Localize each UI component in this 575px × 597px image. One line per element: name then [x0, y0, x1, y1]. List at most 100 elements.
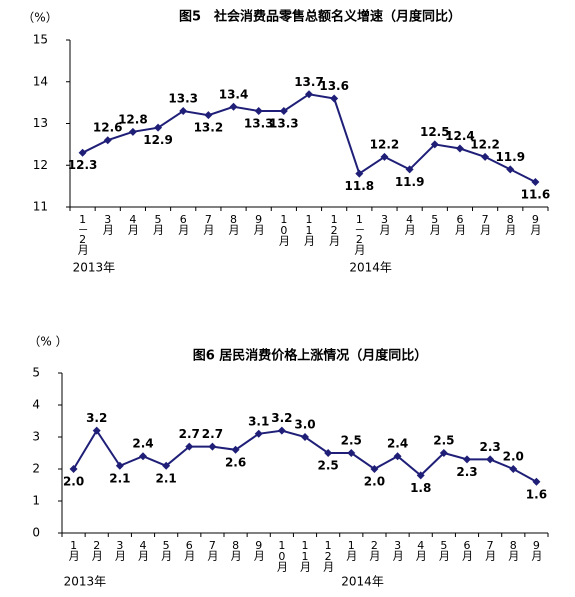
marker: [347, 449, 356, 457]
value-label: 3.1: [248, 414, 269, 428]
value-label: 12.3: [68, 158, 98, 172]
y-tick-label: 12: [33, 158, 48, 172]
x-tick-label: 3月: [113, 539, 126, 561]
x-tick-label: 12月: [322, 539, 335, 572]
marker: [185, 442, 194, 451]
x-tick-label: 5月: [437, 539, 450, 561]
marker: [330, 94, 339, 103]
value-label: 2.1: [156, 471, 177, 485]
value-label: 3.2: [271, 411, 292, 425]
x-tick-label: 7月: [206, 539, 219, 561]
value-label: 12.6: [93, 121, 123, 135]
value-label: 2.0: [364, 475, 385, 489]
marker: [103, 136, 112, 145]
value-label: 2.0: [503, 450, 524, 464]
marker: [439, 449, 448, 457]
y-tick-label: 15: [33, 33, 48, 47]
marker: [208, 442, 217, 451]
x-tick-label: 9月: [252, 539, 265, 561]
value-label: 1.6: [526, 487, 547, 501]
value-label: 2.5: [433, 434, 454, 448]
x-tick-label: 11月: [303, 213, 316, 246]
marker: [254, 106, 263, 115]
y-tick-label: 14: [33, 74, 48, 88]
x-tick-label: 1－2月: [353, 213, 366, 255]
x-tick-label: 9月: [252, 213, 265, 235]
x-tick-label: 4月: [126, 213, 139, 235]
x-tick-label: 1月: [67, 539, 80, 561]
marker: [229, 102, 238, 111]
value-label: 13.6: [319, 79, 349, 93]
value-label: 13.3: [168, 91, 198, 105]
year-label: 2014年: [349, 261, 392, 275]
value-label: 13.7: [294, 75, 324, 89]
value-label: 2.6: [225, 455, 246, 469]
marker: [154, 123, 163, 132]
x-tick-label: 7月: [479, 213, 492, 235]
value-label: 13.3: [244, 116, 274, 130]
x-tick-label: 3月: [378, 213, 391, 235]
x-tick-label: 9月: [530, 539, 543, 561]
marker: [324, 449, 333, 457]
x-tick-label: 3月: [391, 539, 404, 561]
x-tick-label: 2月: [368, 539, 381, 561]
marker: [355, 169, 364, 178]
marker: [179, 106, 188, 115]
y-tick-label: 0: [32, 526, 40, 540]
marker: [69, 465, 78, 473]
marker: [92, 426, 101, 435]
value-label: 2.4: [132, 437, 153, 451]
x-tick-label: 8月: [507, 539, 520, 561]
marker: [405, 165, 414, 174]
x-tick-label: 8月: [227, 213, 240, 235]
x-tick-label: 7月: [484, 539, 497, 561]
value-label: 11.8: [345, 179, 375, 193]
value-label: 2.3: [456, 465, 477, 479]
marker: [509, 465, 518, 473]
marker: [531, 177, 540, 186]
marker: [532, 477, 541, 486]
marker: [128, 127, 137, 136]
y-tick-label: 11: [33, 200, 48, 214]
marker: [162, 461, 171, 470]
value-label: 13.4: [219, 87, 249, 101]
value-label: 2.5: [341, 434, 362, 448]
marker: [455, 144, 464, 153]
value-label: 3.0: [294, 418, 315, 432]
y-unit: （% ）: [28, 335, 67, 349]
marker: [277, 426, 286, 435]
value-label: 11.9: [395, 175, 425, 189]
value-label: 12.2: [470, 137, 500, 151]
x-tick-label: 11月: [299, 539, 312, 572]
marker: [380, 152, 389, 161]
x-tick-label: 6月: [453, 213, 466, 235]
value-label: 2.7: [179, 427, 200, 441]
x-tick-label: 1月: [345, 539, 358, 561]
marker: [115, 461, 124, 470]
y-tick-label: 4: [32, 398, 40, 412]
value-label: 2.7: [202, 427, 223, 441]
marker: [430, 140, 439, 149]
value-label: 2.4: [387, 437, 408, 451]
value-label: 12.5: [420, 125, 450, 139]
value-label: 13.2: [194, 121, 224, 135]
x-tick-label: 5月: [428, 213, 441, 235]
marker: [78, 148, 87, 157]
chart-title: 图6 居民消费价格上涨情况（月度同比）: [193, 348, 428, 364]
x-tick-label: 6月: [177, 213, 190, 235]
x-tick-label: 6月: [183, 539, 196, 561]
x-tick-label: 1－2月: [76, 213, 89, 255]
value-label: 11.9: [495, 150, 525, 164]
marker: [370, 465, 379, 473]
value-label: 3.2: [86, 411, 107, 425]
y-tick-label: 1: [32, 494, 40, 508]
marker: [463, 455, 471, 464]
y-tick-label: 3: [32, 430, 40, 444]
value-label: 1.8: [410, 481, 431, 495]
marker: [416, 471, 425, 480]
y-tick-label: 2: [32, 462, 40, 476]
x-tick-label: 5月: [152, 213, 165, 235]
x-tick-label: 2月: [90, 539, 103, 561]
value-label: 2.5: [318, 459, 339, 473]
